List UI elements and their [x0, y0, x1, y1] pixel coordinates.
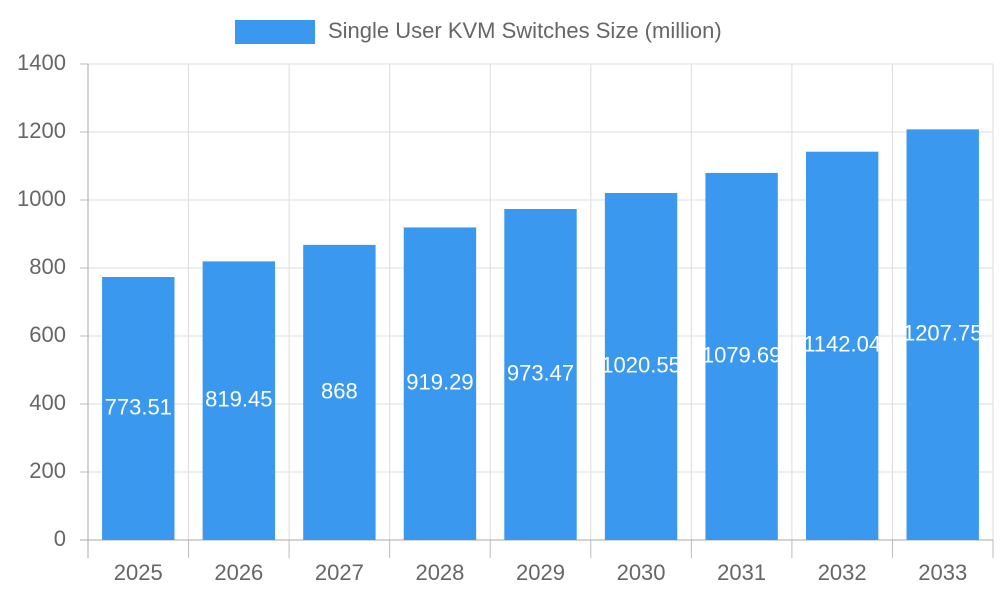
value-label: 868 [321, 378, 358, 403]
bar [705, 172, 778, 540]
bar [906, 129, 979, 541]
legend-label: Single User KVM Switches Size (million) [328, 18, 722, 43]
y-tick-label: 600 [29, 322, 66, 347]
x-tick-label: 2033 [918, 560, 967, 585]
y-tick-label: 800 [29, 254, 66, 279]
bar [805, 151, 879, 540]
y-tick-label: 200 [29, 458, 66, 483]
bar [102, 277, 175, 540]
y-tick-label: 1000 [17, 186, 66, 211]
bar [403, 227, 477, 540]
x-tick-label: 2025 [114, 560, 163, 585]
x-tick-label: 2026 [214, 560, 263, 585]
value-label: 919.29 [406, 370, 473, 395]
value-label: 819.45 [205, 387, 272, 412]
y-tick-label: 0 [54, 526, 66, 551]
value-label: 1142.04 [803, 332, 881, 357]
value-label: 973.47 [507, 360, 574, 385]
x-tick-label: 2032 [818, 560, 867, 585]
y-tick-label: 400 [29, 390, 66, 415]
bar [504, 209, 577, 540]
value-label: 1207.75 [903, 320, 983, 345]
x-tick-label: 2031 [717, 560, 766, 585]
x-tick-label: 2030 [617, 560, 666, 585]
bar [604, 193, 678, 540]
x-tick-label: 2027 [315, 560, 364, 585]
y-tick-label: 1400 [17, 50, 66, 75]
x-tick-label: 2028 [415, 560, 464, 585]
y-tick-label: 1200 [17, 118, 66, 143]
value-label: 1079.69 [702, 342, 782, 367]
value-label: 1020.55 [601, 352, 681, 377]
value-label: 773.51 [105, 394, 172, 419]
bar [202, 261, 276, 540]
x-tick-label: 2029 [516, 560, 565, 585]
bar [303, 244, 376, 540]
legend-swatch [235, 20, 315, 44]
